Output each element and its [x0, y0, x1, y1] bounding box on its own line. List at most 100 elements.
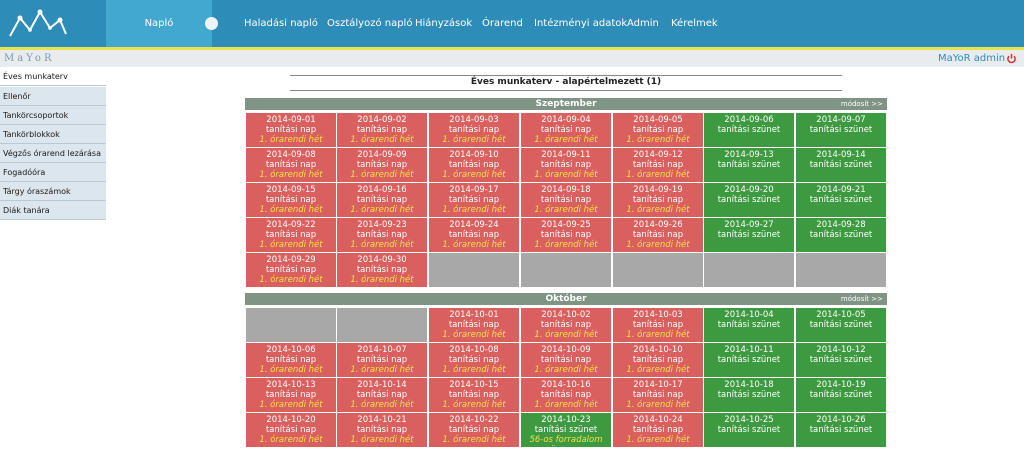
- day-note: 1. órarendi hét: [259, 275, 323, 285]
- day-type: tanítási nap: [356, 390, 408, 400]
- day-cell[interactable]: 2014-10-08 tanítási nap 1. órarendi hét: [429, 343, 519, 377]
- day-type: tanítási nap: [448, 425, 500, 435]
- day-cell[interactable]: 2014-10-01 tanítási nap 1. órarendi hét: [429, 308, 519, 342]
- sidebar-item-diak-tanara[interactable]: Diák tanára: [0, 201, 106, 220]
- day-cell[interactable]: 2014-10-03 tanítási nap 1. órarendi hét: [613, 308, 703, 342]
- day-cell[interactable]: 2014-09-09 tanítási nap 1. órarendi hét: [337, 148, 427, 182]
- day-type: tanítási nap: [448, 320, 500, 330]
- nav-kerelmek[interactable]: Kérelmek: [671, 18, 718, 29]
- day-type: tanítási nap: [265, 265, 317, 275]
- day-cell[interactable]: 2014-10-06 tanítási nap 1. órarendi hét: [246, 343, 336, 377]
- day-cell[interactable]: 2014-10-21 tanítási nap 1. órarendi hét: [337, 413, 427, 447]
- day-cell[interactable]: 2014-10-07 tanítási nap 1. órarendi hét: [337, 343, 427, 377]
- day-cell[interactable]: 2014-09-05 tanítási nap 1. órarendi hét: [613, 113, 703, 147]
- day-cell[interactable]: 2014-10-14 tanítási nap 1. órarendi hét: [337, 378, 427, 412]
- day-cell[interactable]: 2014-10-02 tanítási nap 1. órarendi hét: [521, 308, 611, 342]
- power-icon[interactable]: [1006, 53, 1017, 64]
- day-cell[interactable]: 2014-09-20 tanítási szünet: [704, 183, 794, 217]
- day-note: 1. órarendi hét: [442, 205, 506, 215]
- sidebar-item-tankorblokkok[interactable]: Tankörblokkok: [0, 125, 106, 144]
- day-note: 1. órarendi hét: [534, 400, 598, 410]
- day-cell[interactable]: 2014-09-14 tanítási szünet: [796, 148, 886, 182]
- day-cell[interactable]: 2014-09-28 tanítási szünet: [796, 218, 886, 252]
- day-cell[interactable]: 2014-09-26 tanítási nap 1. órarendi hét: [613, 218, 703, 252]
- sidebar-item-targy-oraszamok[interactable]: Tárgy óraszámok: [0, 182, 106, 201]
- nav-naplo[interactable]: Napló: [106, 0, 212, 47]
- day-date: 2014-10-07: [357, 345, 407, 355]
- day-cell[interactable]: 2014-10-13 tanítási nap 1. órarendi hét: [246, 378, 336, 412]
- day-cell[interactable]: 2014-09-24 tanítási nap 1. órarendi hét: [429, 218, 519, 252]
- modify-link[interactable]: módosít >>: [840, 100, 883, 108]
- empty-day-cell: [246, 308, 336, 342]
- day-type: tanítási szünet: [809, 390, 873, 400]
- sidebar-item-ellenor[interactable]: Ellenőr: [0, 87, 106, 106]
- day-cell[interactable]: 2014-10-24 tanítási nap 1. órarendi hét: [613, 413, 703, 447]
- nav-haladasi-naplo[interactable]: Haladási napló: [244, 18, 318, 29]
- day-cell[interactable]: 2014-09-21 tanítási szünet: [796, 183, 886, 217]
- day-cell[interactable]: 2014-09-11 tanítási nap 1. órarendi hét: [521, 148, 611, 182]
- nav-orarend[interactable]: Órarend: [482, 18, 523, 29]
- day-cell[interactable]: 2014-09-22 tanítási nap 1. órarendi hét: [246, 218, 336, 252]
- day-cell[interactable]: 2014-10-09 tanítási nap 1. órarendi hét: [521, 343, 611, 377]
- day-note: 1. órarendi hét: [259, 135, 323, 145]
- day-note: 1. órarendi hét: [534, 240, 598, 250]
- day-cell[interactable]: 2014-10-26 tanítási szünet: [796, 413, 886, 447]
- day-cell[interactable]: 2014-09-01 tanítási nap 1. órarendi hét: [246, 113, 336, 147]
- day-cell[interactable]: 2014-09-02 tanítási nap 1. órarendi hét: [337, 113, 427, 147]
- day-cell[interactable]: 2014-10-22 tanítási nap 1. órarendi hét: [429, 413, 519, 447]
- sidebar-item-tankorcsoportok[interactable]: Tankörcsoportok: [0, 106, 106, 125]
- nav-osztalyozo-naplo[interactable]: Osztályozó napló: [327, 18, 413, 29]
- day-cell[interactable]: 2014-09-19 tanítási nap 1. órarendi hét: [613, 183, 703, 217]
- day-cell[interactable]: 2014-10-10 tanítási nap 1. órarendi hét: [613, 343, 703, 377]
- sidebar-item-vegzos-orarend[interactable]: Végzős órarend lezárása: [0, 144, 106, 163]
- day-type: tanítási nap: [632, 195, 684, 205]
- sidebar: Éves munkaterv Ellenőr Tankörcsoportok T…: [0, 67, 106, 460]
- nav-admin[interactable]: Admin: [627, 18, 659, 29]
- day-cell[interactable]: 2014-09-16 tanítási nap 1. órarendi hét: [337, 183, 427, 217]
- day-cell[interactable]: 2014-10-11 tanítási szünet: [704, 343, 794, 377]
- empty-day-cell: [613, 253, 703, 287]
- day-cell[interactable]: 2014-09-29 tanítási nap 1. órarendi hét: [246, 253, 336, 287]
- day-type: tanítási szünet: [717, 125, 781, 135]
- day-cell[interactable]: 2014-09-18 tanítási nap 1. órarendi hét: [521, 183, 611, 217]
- day-cell[interactable]: 2014-10-05 tanítási szünet: [796, 308, 886, 342]
- modify-link[interactable]: módosít >>: [840, 295, 883, 303]
- day-cell[interactable]: 2014-09-25 tanítási nap 1. órarendi hét: [521, 218, 611, 252]
- day-note: 1. órarendi hét: [626, 365, 690, 375]
- day-cell[interactable]: 2014-09-15 tanítási nap 1. órarendi hét: [246, 183, 336, 217]
- day-cell[interactable]: 2014-10-16 tanítási nap 1. órarendi hét: [521, 378, 611, 412]
- mayor-logo-icon[interactable]: [6, 4, 70, 42]
- day-cell[interactable]: 2014-09-08 tanítási nap 1. órarendi hét: [246, 148, 336, 182]
- day-cell[interactable]: 2014-09-23 tanítási nap 1. órarendi hét: [337, 218, 427, 252]
- day-type: tanítási nap: [448, 160, 500, 170]
- day-cell[interactable]: 2014-09-03 tanítási nap 1. órarendi hét: [429, 113, 519, 147]
- day-note: 1. órarendi hét: [626, 400, 690, 410]
- sidebar-item-eves-munkaterv[interactable]: Éves munkaterv: [0, 67, 106, 86]
- day-note: 1. órarendi hét: [534, 170, 598, 180]
- day-cell[interactable]: 2014-09-13 tanítási szünet: [704, 148, 794, 182]
- day-cell[interactable]: 2014-10-12 tanítási szünet: [796, 343, 886, 377]
- day-cell[interactable]: 2014-10-20 tanítási nap 1. órarendi hét: [246, 413, 336, 447]
- day-cell[interactable]: 2014-09-27 tanítási szünet: [704, 218, 794, 252]
- day-cell[interactable]: 2014-10-18 tanítási szünet: [704, 378, 794, 412]
- day-cell[interactable]: 2014-10-15 tanítási nap 1. órarendi hét: [429, 378, 519, 412]
- day-cell[interactable]: 2014-09-10 tanítási nap 1. órarendi hét: [429, 148, 519, 182]
- day-cell[interactable]: 2014-09-30 tanítási nap 1. órarendi hét: [337, 253, 427, 287]
- day-cell[interactable]: 2014-09-06 tanítási szünet: [704, 113, 794, 147]
- day-date: 2014-10-19: [816, 380, 866, 390]
- day-cell[interactable]: 2014-09-04 tanítási nap 1. órarendi hét: [521, 113, 611, 147]
- day-type: tanítási szünet: [809, 230, 873, 240]
- day-cell[interactable]: 2014-09-17 tanítási nap 1. órarendi hét: [429, 183, 519, 217]
- nav-hianyzasok[interactable]: Hiányzások: [415, 18, 473, 29]
- nav-intezmenyi-adatok[interactable]: Intézményi adatok: [534, 18, 628, 29]
- sidebar-item-fogadoora[interactable]: Fogadóóra: [0, 163, 106, 182]
- day-cell[interactable]: 2014-09-12 tanítási nap 1. órarendi hét: [613, 148, 703, 182]
- day-cell[interactable]: 2014-10-19 tanítási szünet: [796, 378, 886, 412]
- day-cell[interactable]: 2014-10-23 tanítási szünet 56-os forradalo…: [521, 413, 611, 447]
- day-cell[interactable]: 2014-09-07 tanítási szünet: [796, 113, 886, 147]
- day-cell[interactable]: 2014-10-17 tanítási nap 1. órarendi hét: [613, 378, 703, 412]
- user-link[interactable]: MaYoR admin: [938, 53, 1006, 64]
- day-type: tanítási nap: [448, 390, 500, 400]
- day-cell[interactable]: 2014-10-25 tanítási szünet: [704, 413, 794, 447]
- day-cell[interactable]: 2014-10-04 tanítási szünet: [704, 308, 794, 342]
